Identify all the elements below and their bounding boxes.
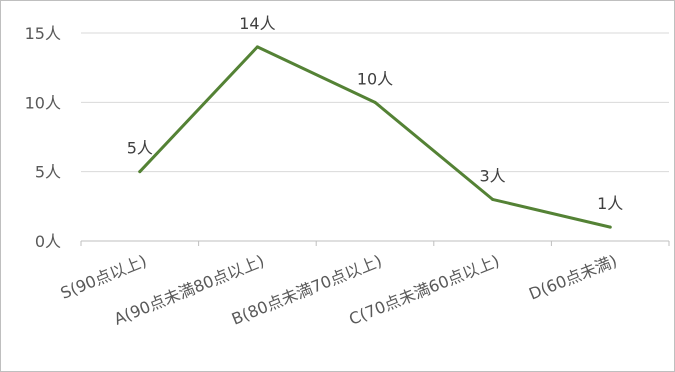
- data-point: [491, 197, 495, 201]
- data-label: 3人: [480, 166, 506, 185]
- y-tick-label: 5人: [35, 163, 61, 182]
- data-point: [255, 45, 259, 49]
- category-label: S(90点以上): [58, 251, 150, 303]
- y-tick-label: 0人: [35, 232, 61, 251]
- data-label: 14人: [239, 14, 275, 33]
- y-axis-ticks: 0人 5人 10人 15人: [25, 24, 61, 251]
- data-label: 1人: [597, 194, 623, 213]
- category-label: D(60点未満): [526, 251, 620, 304]
- data-point: [608, 225, 612, 229]
- x-axis: [80, 240, 670, 246]
- series-layer: [138, 45, 612, 229]
- data-label: 5人: [127, 139, 153, 158]
- y-tick-label: 10人: [25, 93, 61, 112]
- data-label: 10人: [357, 69, 393, 88]
- category-labels: S(90点以上)A(90点未満80点以上)B(80点未満70点以上)C(70点未…: [58, 251, 620, 329]
- y-tick-label: 15人: [25, 24, 61, 43]
- data-point: [373, 100, 377, 104]
- data-point: [138, 170, 142, 174]
- data-labels: 5人 14人 10人 3人 1人: [127, 14, 624, 213]
